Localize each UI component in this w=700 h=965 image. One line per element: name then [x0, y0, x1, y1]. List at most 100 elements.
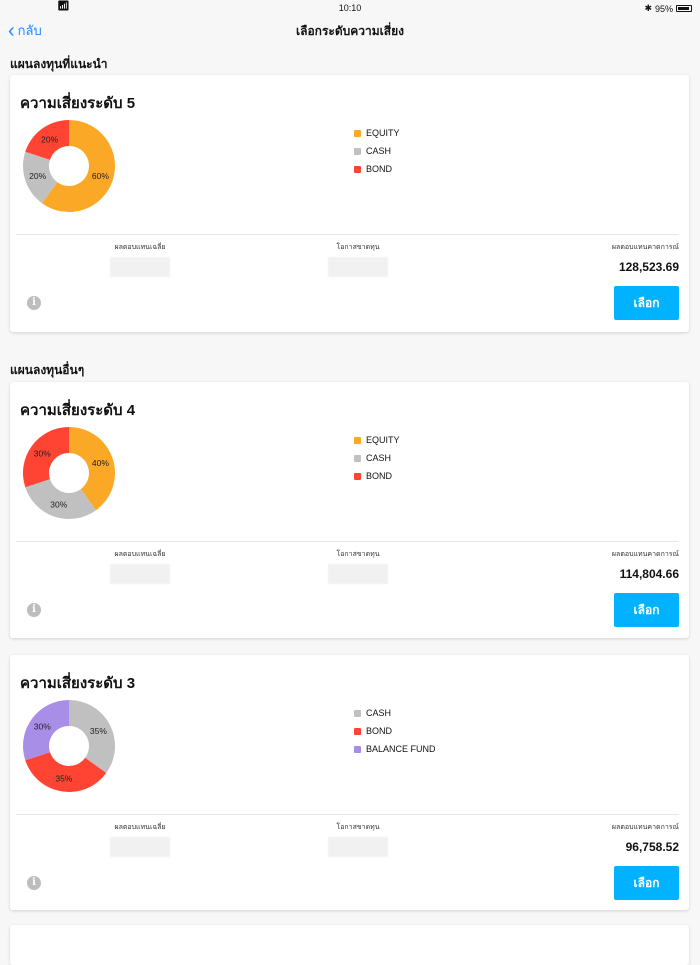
legend-swatch	[354, 727, 361, 735]
slice-percent-label: 30%	[34, 722, 51, 732]
donut-slice-bond	[22, 427, 69, 488]
donut-slice-equity	[41, 120, 115, 212]
expected-return-label: ผลตอบแทนคาดการณ์	[611, 244, 679, 251]
legend-swatch	[354, 709, 361, 717]
wifi-icon: 📶︎	[57, 1, 70, 12]
legend-item: BOND	[354, 467, 400, 485]
legend-label: CASH	[366, 146, 392, 156]
legend-label: EQUITY	[366, 128, 400, 138]
chart-legend: EQUITY CASH BOND	[354, 431, 400, 485]
slice-percent-label: 30%	[50, 499, 67, 509]
legend-item: BOND	[354, 722, 436, 740]
battery-status: ✱ 95%	[644, 3, 692, 14]
expected-return-stat: ผลตอบแทนคาดการณ์ 114,804.66	[612, 549, 679, 581]
loss-chance-stat: โอกาสขาดทุน	[328, 549, 388, 584]
legend-item: BALANCE FUND	[354, 740, 436, 758]
expected-return-label: ผลตอบแทนคาดการณ์	[611, 551, 679, 558]
info-icon[interactable]: i	[27, 296, 41, 310]
loss-chance-stat: โอกาสขาดทุน	[328, 822, 388, 857]
info-icon[interactable]: i	[27, 603, 41, 617]
chart-legend: EQUITY CASH BOND	[354, 124, 400, 178]
divider	[16, 814, 679, 815]
legend-swatch	[354, 436, 361, 444]
select-button[interactable]: เลือก	[614, 286, 679, 320]
battery-icon	[676, 5, 692, 12]
avg-return-label: ผลตอบแทนเฉลี่ย	[114, 551, 166, 558]
chart-legend: CASH BOND BALANCE FUND	[354, 704, 436, 758]
legend-label: BOND	[366, 164, 393, 174]
legend-label: BOND	[366, 471, 393, 481]
slice-percent-label: 35%	[90, 726, 107, 736]
allocation-donut-chart: 60% 20% 20%	[23, 120, 115, 212]
avg-return-value-hidden	[110, 564, 170, 584]
card-title: ความเสี่ยงระดับ 5	[20, 95, 136, 112]
avg-return-stat: ผลตอบแทนเฉลี่ย	[110, 822, 170, 857]
section-others: แผนลงทุนอื่นๆ	[10, 363, 85, 377]
loss-chance-stat: โอกาสขาดทุน	[328, 242, 388, 277]
legend-label: EQUITY	[366, 435, 400, 445]
avg-return-stat: ผลตอบแทนเฉลี่ย	[110, 242, 170, 277]
legend-swatch	[354, 454, 361, 462]
legend-label: CASH	[366, 453, 392, 463]
donut-slice-equity	[69, 427, 115, 511]
section-recommended: แผนลงทุนที่แนะนำ	[10, 57, 108, 71]
donut-slice-cash	[69, 700, 115, 774]
slice-percent-label: 40%	[92, 458, 109, 468]
slice-percent-label: 60%	[92, 171, 109, 181]
card-title: ความเสี่ยงระดับ 3	[20, 675, 136, 692]
donut-slice-bond	[25, 120, 69, 160]
expected-return-label: ผลตอบแทนคาดการณ์	[611, 824, 679, 831]
loss-chance-label: โอกาสขาดทุน	[336, 244, 380, 251]
loss-chance-label: โอกาสขาดทุน	[336, 824, 380, 831]
legend-item: CASH	[354, 704, 436, 722]
slice-percent-label: 20%	[41, 134, 58, 144]
select-button[interactable]: เลือก	[614, 593, 679, 627]
loss-chance-value-hidden	[328, 837, 388, 857]
avg-return-label: ผลตอบแทนเฉลี่ย	[114, 824, 166, 831]
donut-slice-cash	[25, 479, 97, 519]
loss-chance-label: โอกาสขาดทุน	[336, 551, 380, 558]
status-time: 10:10	[338, 3, 362, 13]
allocation-donut-chart: 40% 30% 30%	[22, 427, 115, 519]
legend-item: CASH	[354, 449, 400, 467]
divider	[16, 234, 679, 235]
bluetooth-icon: ✱	[644, 3, 652, 13]
loss-chance-value-hidden	[328, 564, 388, 584]
page-title: เลือกระดับความเสี่ยง	[296, 24, 404, 38]
avg-return-label: ผลตอบแทนเฉลี่ย	[114, 244, 166, 251]
legend-item: BOND	[354, 160, 400, 178]
slice-percent-label: 30%	[34, 449, 51, 459]
legend-label: BOND	[366, 726, 393, 736]
status-bar: 📶︎ 10:10 ✱ 95%	[0, 0, 700, 16]
card-title: ความเสี่ยงระดับ 4	[20, 402, 136, 419]
loss-chance-value-hidden	[328, 257, 388, 277]
slice-percent-label: 35%	[55, 774, 72, 784]
legend-swatch	[354, 129, 361, 137]
risk-card: ความเสี่ยงระดับ 3 35% 35% 30% CASH BOND BALA…	[10, 655, 689, 910]
slice-percent-label: 20%	[29, 171, 46, 181]
legend-label: CASH	[366, 708, 392, 718]
avg-return-stat: ผลตอบแทนเฉลี่ย	[110, 549, 170, 584]
donut-slice-bond	[25, 752, 107, 792]
expected-return-stat: ผลตอบแทนคาดการณ์ 128,523.69	[612, 242, 679, 274]
donut-slice-cash	[23, 151, 58, 204]
battery-percent: 95%	[654, 3, 673, 14]
avg-return-value-hidden	[110, 837, 170, 857]
expected-return-stat: ผลตอบแทนคาดการณ์ 96,758.52	[612, 822, 679, 854]
avg-return-value-hidden	[110, 257, 170, 277]
legend-swatch	[354, 147, 361, 155]
risk-card: ความเสี่ยงระดับ 5 60% 20% 20% EQUITY CASH BO…	[10, 75, 689, 332]
back-button[interactable]: ‹ กลับ	[8, 20, 42, 41]
expected-return-value: 96,758.52	[625, 840, 679, 854]
legend-swatch	[354, 472, 361, 480]
legend-item: EQUITY	[354, 431, 400, 449]
donut-slice-balance-fund	[22, 700, 69, 761]
risk-card-partial	[10, 925, 689, 965]
allocation-donut-chart: 35% 35% 30%	[22, 700, 115, 792]
legend-swatch	[354, 745, 361, 753]
nav-bar: ‹ กลับ เลือกระดับความเสี่ยง	[0, 18, 700, 42]
select-button[interactable]: เลือก	[614, 866, 679, 900]
info-icon[interactable]: i	[27, 876, 41, 890]
chevron-left-icon: ‹	[8, 19, 15, 42]
expected-return-value: 114,804.66	[619, 567, 679, 581]
